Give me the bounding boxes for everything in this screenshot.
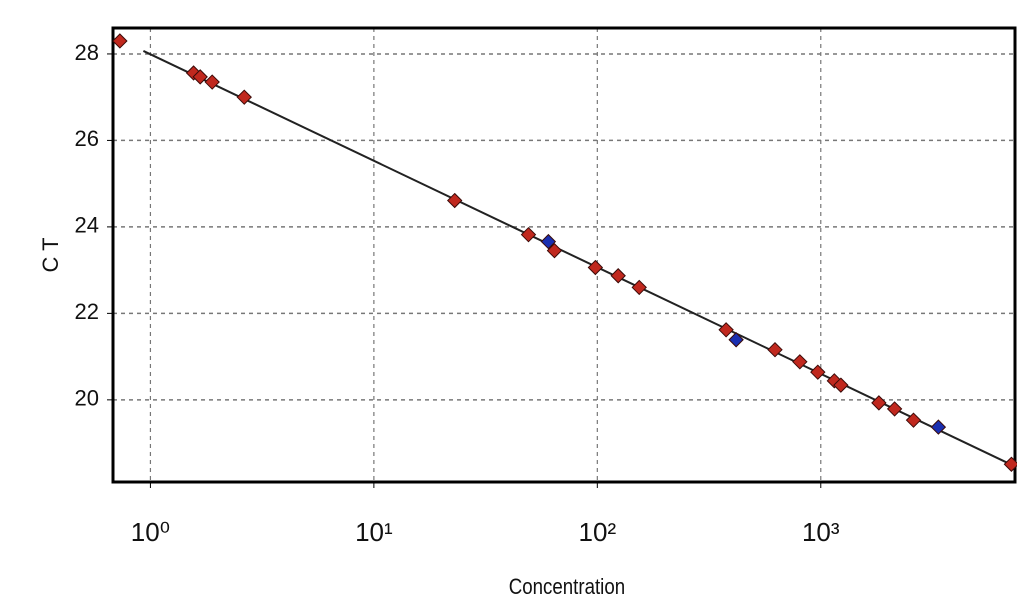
data-point [546,242,563,259]
data-point [204,74,220,90]
data-point [540,233,557,250]
x-tick-label: 10⁰ [131,517,170,547]
plot-area [113,28,1015,482]
data-point [871,395,887,411]
data-point [631,279,647,296]
y-tick-label: 20 [75,386,99,411]
data-point [112,33,128,49]
data-point [833,377,849,393]
x-tick-label: 10² [579,517,617,547]
x-axis-label: Concentration [509,575,625,599]
fit-line [142,50,1016,468]
plot-border [111,26,1017,484]
data-point [192,69,208,85]
y-tick-label: 22 [75,299,99,324]
data-point [905,412,922,428]
data-point [930,419,947,435]
data-point [236,89,252,105]
x-tick-label: 10¹ [355,517,393,547]
data-point [718,322,734,338]
data-point [767,341,783,358]
y-tick-label: 26 [75,126,99,151]
data-point [886,401,903,417]
data-point [610,268,626,284]
y-tick-label: 24 [75,213,99,238]
data-point [1003,456,1017,472]
data-point [810,364,826,380]
x-tick-label: 10³ [802,517,840,547]
data-point [446,192,463,209]
data-point [728,332,744,348]
data-point [792,354,808,370]
data-point [587,259,604,276]
data-point [520,226,537,243]
y-axis-label: C T [38,237,63,272]
y-tick-label: 28 [75,40,99,65]
